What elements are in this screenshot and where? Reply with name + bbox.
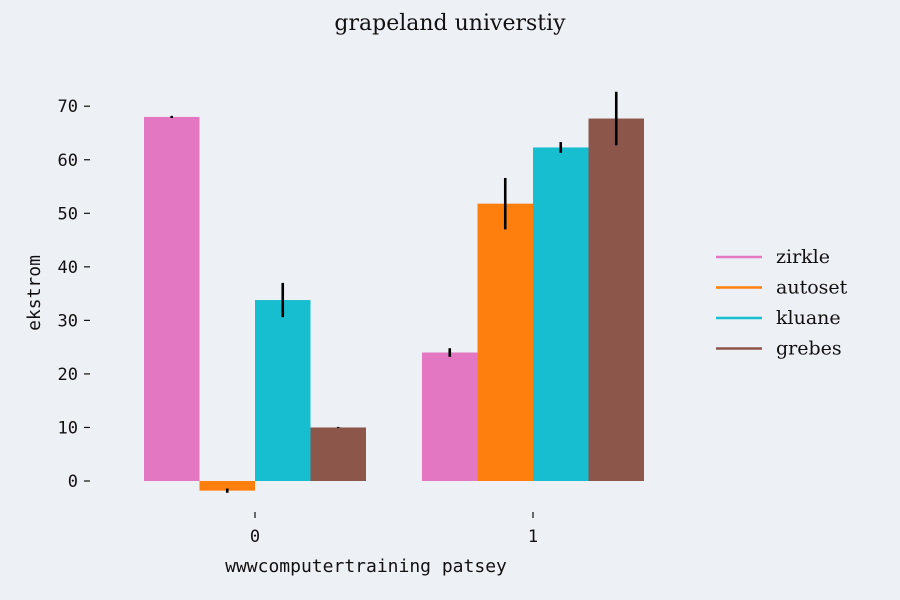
legend-label-zirkle: zirkle <box>776 246 830 268</box>
legend-label-autoset: autoset <box>776 277 848 299</box>
bar-kluane-0 <box>255 300 311 481</box>
y-tick-label: 50 <box>58 204 78 224</box>
bar-zirkle-1 <box>422 352 478 481</box>
bars <box>144 116 644 491</box>
bar-grebes-1 <box>588 118 644 481</box>
y-tick-label: 10 <box>58 418 78 438</box>
y-tick-label: 20 <box>58 365 78 385</box>
y-tick-label: 40 <box>58 258 78 278</box>
y-tick-label: 70 <box>58 97 78 117</box>
x-axis-label: wwwcomputertraining patsey <box>225 556 507 577</box>
chart-title: grapeland universtiy <box>334 11 566 36</box>
x-tick-label: 0 <box>250 527 260 547</box>
y-axis: 0 10 20 30 40 50 60 70 <box>58 97 90 492</box>
y-tick-label: 0 <box>68 472 78 492</box>
legend-label-grebes: grebes <box>776 338 842 360</box>
y-tick-label: 60 <box>58 151 78 171</box>
bar-zirkle-0 <box>144 116 200 481</box>
error-bars <box>170 91 618 493</box>
bar-autoset-0 <box>199 481 255 491</box>
legend: zirkle autoset kluane grebes <box>716 246 848 360</box>
bar-kluane-1 <box>533 147 589 481</box>
x-tick-label: 1 <box>528 527 538 547</box>
bar-autoset-1 <box>477 203 533 482</box>
legend-label-kluane: kluane <box>776 307 841 329</box>
y-axis-label: ekstrom <box>24 255 45 331</box>
y-tick-label: 30 <box>58 311 78 331</box>
bar-grebes-0 <box>310 427 366 481</box>
